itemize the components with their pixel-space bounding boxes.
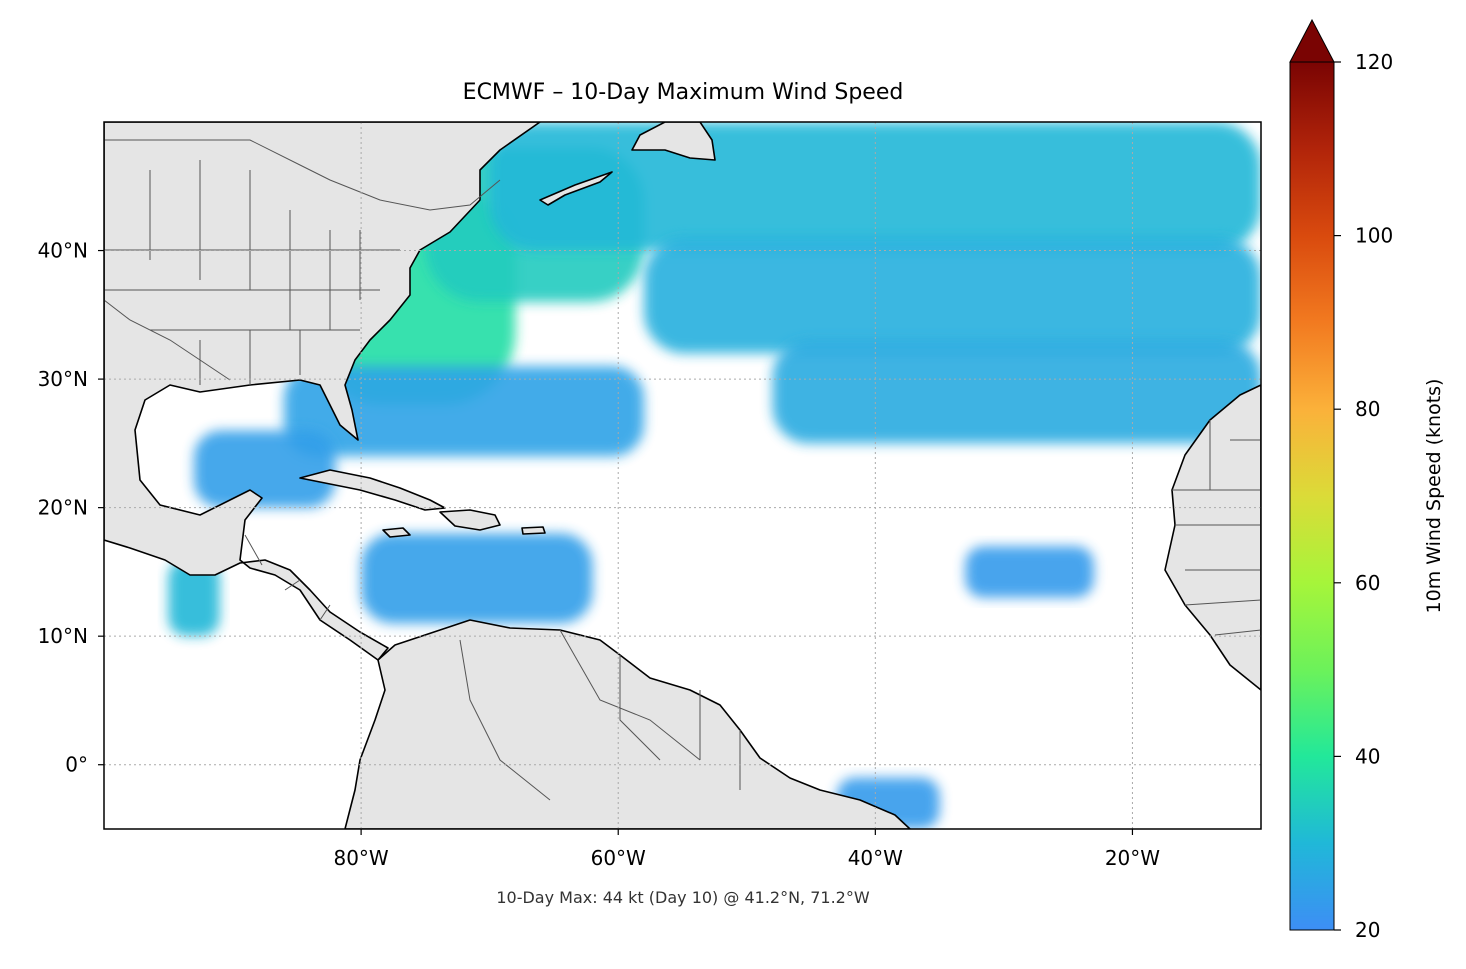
colorbar-label: 10m Wind Speed (knots) [1423, 379, 1445, 614]
lon-tick-label: 60°W [591, 846, 646, 870]
nova-scotia [539, 171, 613, 206]
chart-title: ECMWF – 10-Day Maximum Wind Speed [463, 80, 904, 105]
central-america-borders [244, 534, 331, 621]
colorbar-tick-label: 40 [1355, 744, 1380, 768]
wind-region [643, 237, 1261, 354]
lon-tick-label: 80°W [333, 846, 388, 870]
wind-region [283, 366, 644, 457]
wind-region [168, 559, 220, 637]
colorbar: 120 100 80 60 40 20 10m Wind Speed (knots) [1289, 18, 1445, 942]
jamaica-island [382, 527, 411, 538]
puerto-rico-island [521, 526, 546, 535]
colorbar-tick-label: 100 [1355, 224, 1393, 248]
wind-region [965, 546, 1094, 598]
colorbar-tick-label: 80 [1355, 397, 1380, 421]
wind-region [361, 533, 593, 624]
us-state-borders [104, 160, 400, 385]
lat-tick-label: 0° [65, 753, 88, 777]
colorbar-ticks: 120 100 80 60 40 20 [1334, 50, 1393, 942]
colorbar-gradient [1289, 61, 1335, 931]
africa-landmass [1164, 384, 1261, 691]
lat-tick-label: 20°N [38, 496, 88, 520]
political-borders [104, 139, 1261, 801]
map-frame [103, 121, 1262, 830]
max-wind-footnote: 10-Day Max: 44 kt (Day 10) @ 41.2°N, 71.… [496, 888, 870, 907]
colorbar-tick-label: 120 [1355, 50, 1393, 74]
hispaniola-island [439, 509, 501, 531]
wind-region [193, 430, 336, 508]
south-america-landmass [344, 619, 911, 829]
wind-region [489, 122, 1261, 251]
lon-tick-label: 20°W [1105, 846, 1160, 870]
us-canada-border [104, 139, 501, 211]
colorbar-tick-label: 60 [1355, 571, 1380, 595]
colorbar-extend-triangle [1289, 18, 1335, 63]
land-layer [104, 122, 1261, 829]
map-panel: 80°W 60°W 40°W 20°W 40°N 30°N 20°N 10°N 0° [38, 121, 1262, 870]
south-america-borders [459, 629, 741, 801]
mexico-border [104, 299, 231, 381]
lon-tick-label: 40°W [848, 846, 903, 870]
lat-tick-label: 30°N [38, 367, 88, 391]
colorbar-tick-label: 20 [1355, 918, 1380, 942]
lat-tick-label: 40°N [38, 239, 88, 263]
lat-tick-label: 10°N [38, 624, 88, 648]
north-america-landmass [104, 122, 541, 661]
wind-region [772, 340, 1261, 444]
newfoundland-island [631, 122, 716, 161]
africa-borders [1172, 420, 1261, 636]
axis-ticks: 80°W 60°W 40°W 20°W 40°N 30°N 20°N 10°N 0° [38, 239, 1161, 870]
